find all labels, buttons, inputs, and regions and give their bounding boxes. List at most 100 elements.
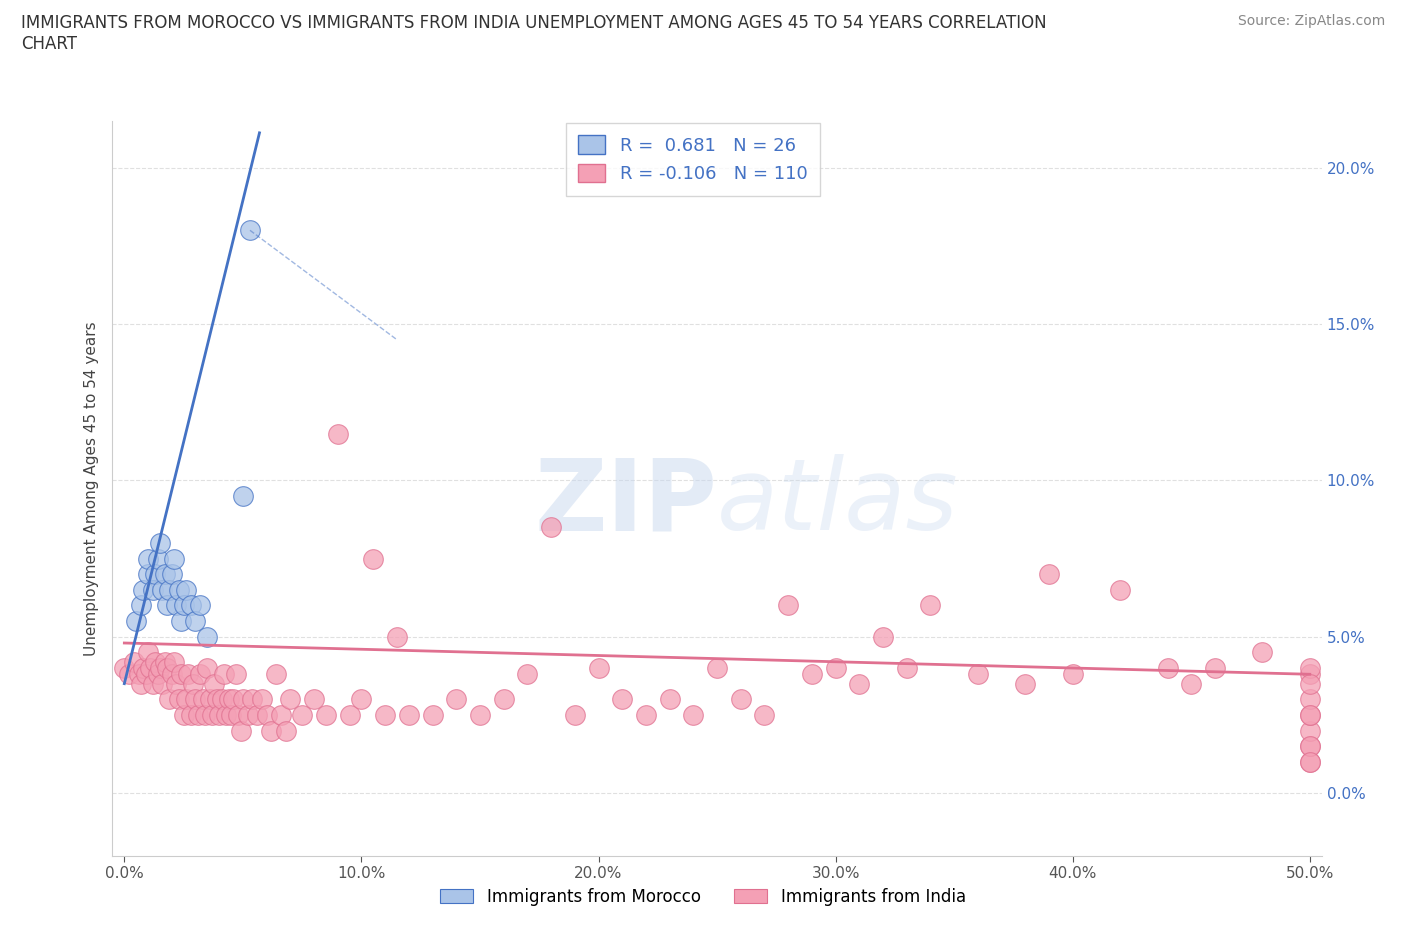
Point [1180,676,1202,691]
Point [212,667,235,682]
Text: atlas: atlas [717,455,959,551]
Point [167,582,190,597]
Point [139,660,162,675]
Point [125,614,148,629]
Point [634,708,657,723]
Point [181,676,204,691]
Point [149,660,172,675]
Point [160,566,183,581]
Legend: Immigrants from Morocco, Immigrants from India: Immigrants from Morocco, Immigrants from… [433,881,973,912]
Point [326,426,349,441]
Point [1299,660,1322,675]
Point [239,223,262,238]
Point [1299,754,1322,769]
Point [191,692,214,707]
Point [730,692,752,707]
Point [188,667,211,682]
Point [848,676,870,691]
Point [658,692,681,707]
Point [146,551,169,566]
Point [270,708,292,723]
Point [468,708,491,723]
Point [132,582,155,597]
Point [260,724,283,738]
Point [225,667,247,682]
Point [188,598,211,613]
Point [136,644,159,659]
Point [195,660,218,675]
Point [195,630,218,644]
Point [1299,692,1322,707]
Point [170,614,193,629]
Point [194,708,217,723]
Point [274,724,297,738]
Point [398,708,420,723]
Point [492,692,515,707]
Point [136,551,159,566]
Point [226,708,249,723]
Point [385,630,408,644]
Point [205,692,228,707]
Point [132,660,155,675]
Point [118,667,141,682]
Point [1299,708,1322,723]
Point [896,660,918,675]
Point [180,708,202,723]
Point [112,660,135,675]
Point [540,520,562,535]
Point [1251,644,1274,659]
Point [201,708,224,723]
Point [232,488,254,503]
Point [1299,738,1322,753]
Point [143,566,166,581]
Point [156,660,179,675]
Point [872,630,894,644]
Point [157,692,180,707]
Point [149,536,172,551]
Point [174,582,197,597]
Point [920,598,942,613]
Point [173,708,195,723]
Point [222,692,245,707]
Point [361,551,384,566]
Point [150,582,173,597]
Text: IMMIGRANTS FROM MOROCCO VS IMMIGRANTS FROM INDIA UNEMPLOYMENT AMONG AGES 45 TO 5: IMMIGRANTS FROM MOROCCO VS IMMIGRANTS FR… [21,14,1046,53]
Point [122,655,145,670]
Point [682,708,704,723]
Point [232,692,254,707]
Point [219,708,242,723]
Point [1299,724,1322,738]
Point [173,598,195,613]
Point [180,598,202,613]
Point [167,692,190,707]
Point [374,708,396,723]
Point [1299,754,1322,769]
Point [240,692,263,707]
Point [564,708,586,723]
Point [184,692,207,707]
Point [588,660,610,675]
Point [184,614,207,629]
Point [143,655,166,670]
Point [800,667,823,682]
Point [824,660,846,675]
Point [229,724,252,738]
Point [1299,708,1322,723]
Point [166,598,188,613]
Point [1204,660,1226,675]
Point [177,667,200,682]
Point [966,667,988,682]
Point [208,708,231,723]
Point [187,708,209,723]
Point [1062,667,1084,682]
Point [278,692,301,707]
Text: Source: ZipAtlas.com: Source: ZipAtlas.com [1237,14,1385,28]
Point [174,692,197,707]
Point [163,655,186,670]
Point [163,551,186,566]
Point [1014,676,1036,691]
Point [754,708,776,723]
Point [339,708,361,723]
Point [1299,667,1322,682]
Point [129,676,152,691]
